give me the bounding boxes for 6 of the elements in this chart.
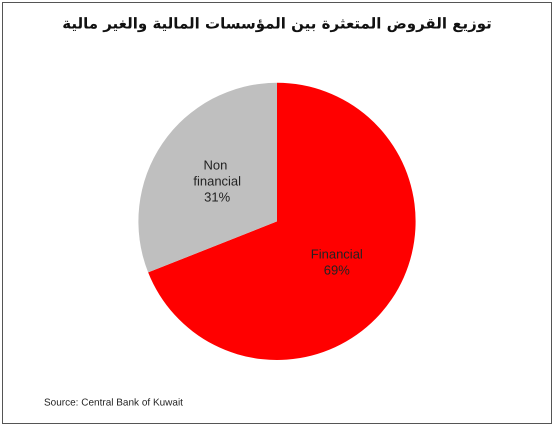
- slice-label: Non financial: [193, 157, 242, 188]
- data-label: 69%: [324, 262, 350, 278]
- chart-title: توزيع القروض المتعثرة بين المؤسسات المالية والغير مالية: [62, 14, 492, 32]
- slice-label: Financial: [310, 246, 363, 262]
- data-label: 31%: [204, 189, 231, 204]
- source-note: Source: Central Bank of Kuwait: [44, 398, 184, 408]
